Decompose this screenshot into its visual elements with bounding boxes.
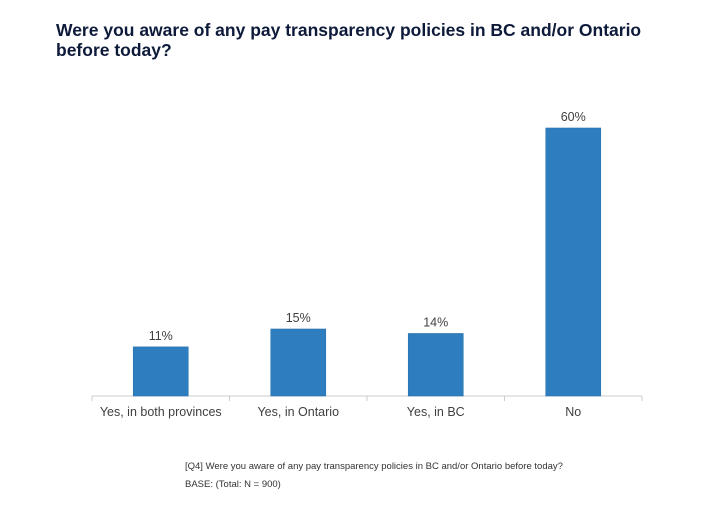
bar-yes-in-ontario (270, 328, 327, 397)
tick-label-yes-in-bc: Yes, in BC (407, 405, 465, 419)
tick-label-no: No (565, 405, 581, 419)
data-label-yes-in-bc: 14% (423, 315, 448, 329)
data-label-yes-in-both-provinces: 11% (149, 329, 173, 343)
tick-label-yes-in-ontario: Yes, in Ontario (257, 405, 339, 419)
question-footnote: [Q4] Were you aware of any pay transpare… (185, 461, 563, 472)
tick-label-yes-in-both-provinces: Yes, in both provinces (100, 405, 222, 419)
base-footnote: BASE: (Total: N = 900) (185, 479, 281, 490)
data-label-yes-in-ontario: 15% (286, 311, 311, 325)
data-label-no: 60% (561, 110, 586, 124)
bar-yes-in-bc (407, 333, 464, 397)
chart-title: Were you aware of any pay transparency p… (56, 20, 642, 60)
bar-yes-in-both-provinces (132, 346, 189, 397)
bar-no (545, 127, 602, 397)
